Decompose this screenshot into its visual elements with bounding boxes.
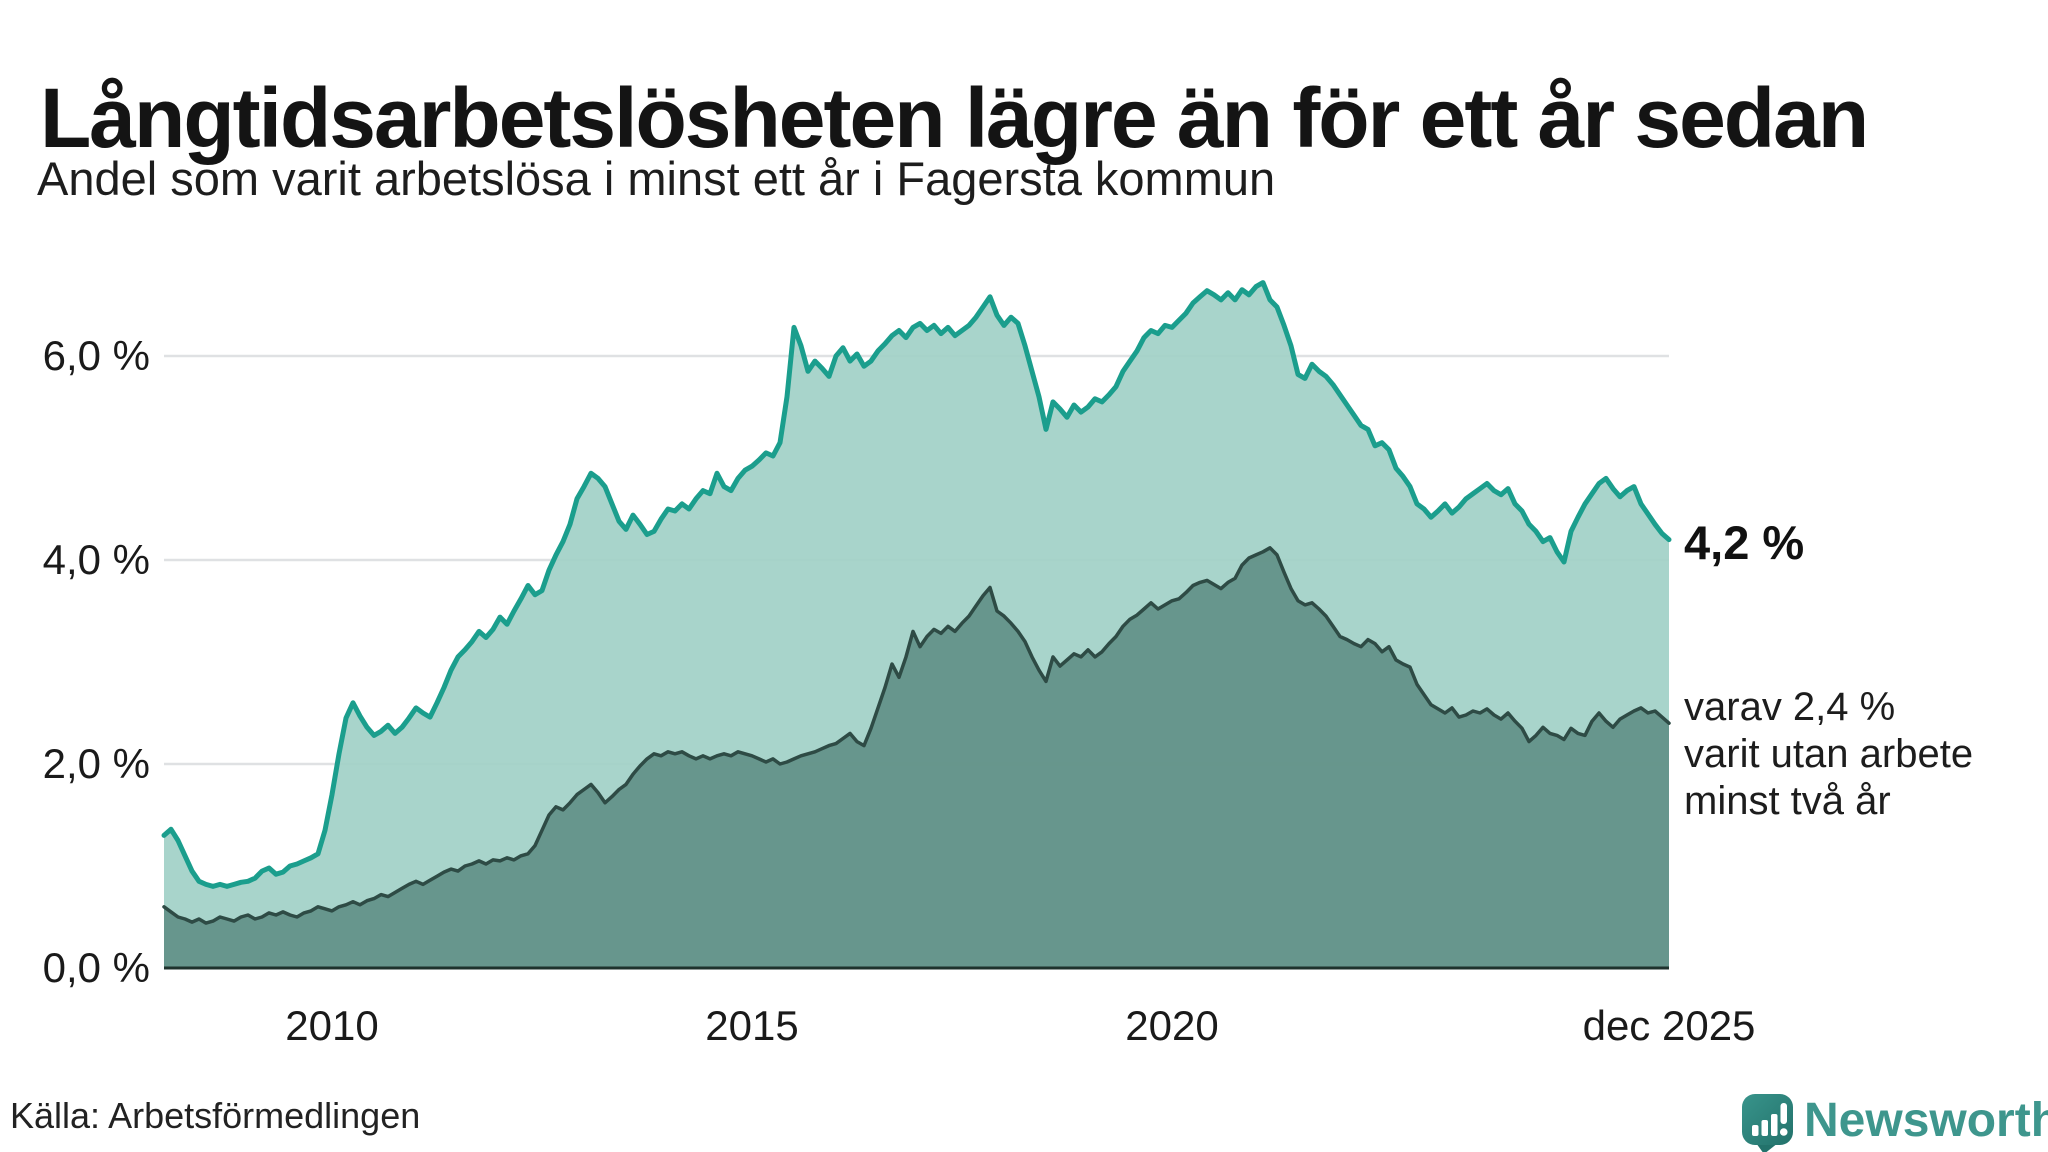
y-tick-label: 0,0 %	[42, 944, 150, 991]
exclamation-glyph	[1780, 1103, 1787, 1124]
bar-chart-glyph	[1752, 1125, 1759, 1136]
x-tick-label: 2010	[285, 1002, 379, 1049]
x-tick-label: dec 2025	[1582, 1002, 1756, 1049]
y-tick-label: 2,0 %	[42, 740, 150, 787]
newsworthy-logo-icon	[1742, 1094, 1793, 1152]
chart-title: Långtidsarbetslösheten lägre än för ett …	[40, 71, 1869, 166]
y-tick-label: 4,0 %	[42, 536, 150, 583]
secondary-series-annotation: varav 2,4 % varit utan arbete minst två …	[1684, 685, 1974, 823]
one-year-line	[161, 280, 1672, 889]
newsworthy-logo-text: Newsworthy	[1804, 1094, 2048, 1147]
y-tick-label: 6,0 %	[42, 332, 150, 379]
chart-subtitle: Andel som varit arbetslösa i minst ett å…	[37, 152, 1276, 205]
x-tick-label: 2020	[1125, 1002, 1219, 1049]
end-value-label: 4,2 %	[1684, 516, 1805, 569]
source-label: Källa: Arbetsförmedlingen	[10, 1095, 421, 1136]
two-year-line	[162, 546, 1671, 925]
x-tick-label: 2015	[705, 1002, 799, 1049]
two-year-area	[164, 547, 1669, 968]
speech-bubble-tail	[1756, 1143, 1778, 1152]
